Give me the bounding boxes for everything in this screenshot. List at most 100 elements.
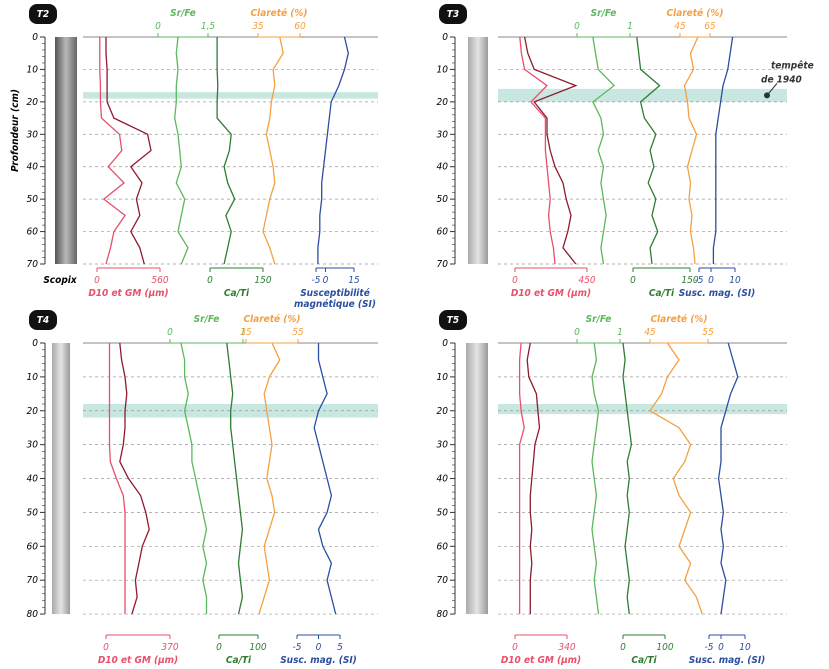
profile-line [518,342,525,615]
y-tick-label: 20 [437,406,449,417]
annotation: de 1940 [761,74,802,85]
x-tick-label: 0 [708,275,714,286]
y-tick-label: 50 [437,194,449,205]
x-tick-label: 65 [704,21,716,32]
title-badge [439,310,467,330]
track-label: Clareté (%) [250,7,307,19]
x-tick-label: 100 [656,642,673,653]
y-tick-label: 60 [437,227,449,238]
y-tick-label: 30 [437,440,449,451]
profile-line [119,342,150,615]
x-tick-label: 1 [627,21,633,32]
x-tick-label: 1 [617,327,623,338]
profile-line [526,342,541,615]
x-tick-label: 45 [674,21,686,32]
x-tick-label: 0 [512,642,518,653]
x-tick-label: 450 [578,275,595,286]
core-image [52,343,70,615]
profile-line [226,342,244,615]
x-tick-label: 55 [292,327,304,338]
y-tick-label: 0 [32,338,38,349]
y-tick-label: 70 [437,259,449,270]
y-tick-label: 0 [442,338,448,349]
panel-title: T5 [447,315,459,326]
track-label: Sr/Fe [586,314,612,325]
track-label: Susc. mag. (SI) [689,655,766,666]
y-tick-label: 0 [442,32,448,43]
x-tick-label: 100 [249,642,266,653]
profile-line [592,36,616,265]
track-label: Ca/Ti [631,655,657,666]
x-tick-label: 0 [207,275,213,286]
x-tick-label: 1,5 [201,21,216,32]
y-tick-label: 60 [27,227,39,238]
x-tick-label: 0 [155,21,161,32]
y-tick-label: 70 [27,575,39,586]
core-image [55,37,77,264]
y-tick-label: 0 [32,32,38,43]
profile-line [99,37,126,265]
y-tick-label: 60 [437,541,449,552]
x-tick-label: 0 [94,275,100,286]
x-tick-label: 0 [167,327,173,338]
x-tick-label: 0 [323,275,329,286]
track-label: Ca/Ti [649,288,675,299]
track-label: D10 et GM (µm) [88,288,168,299]
x-tick-label: 15 [348,275,360,286]
x-tick-label: -5 [312,275,321,286]
x-tick-label: 0 [574,327,580,338]
storm-band [498,403,787,415]
profile-line [108,343,126,615]
x-tick-label: -5 [705,642,714,653]
x-tick-label: 45 [644,327,656,338]
profile-line [591,342,600,615]
track-label: Sr/Fe [591,8,617,19]
y-tick-label: 80 [27,609,39,620]
track-label: Susceptibilité [300,287,370,299]
track-label: magnétique (SI) [294,298,376,310]
core-image [466,343,488,615]
y-tick-label: 60 [27,541,39,552]
x-tick-label: 60 [294,21,306,32]
title-badge [29,4,57,24]
y-tick-label: 10 [27,372,39,383]
track-label: Sr/Fe [194,314,220,325]
y-tick-label: 40 [437,474,449,485]
x-tick-label: 0 [718,642,724,653]
y-tick-label: 40 [437,162,449,173]
y-tick-label: 70 [437,575,449,586]
x-tick-label: 370 [161,642,178,653]
y-tick-label: 30 [27,129,39,140]
y-axis-label: Profondeur (cm) [10,89,21,172]
x-tick-label: 0 [103,642,109,653]
x-tick-label: 0 [216,642,222,653]
profile-line [523,36,578,265]
core-label: Scopix [43,275,78,286]
y-tick-label: 10 [437,372,449,383]
track-label: Susc. mag. (SI) [679,288,756,299]
y-tick-label: 10 [437,64,449,75]
title-badge [439,4,467,24]
track-label: Sr/Fe [170,8,196,19]
x-tick-label: 1 [240,327,246,338]
x-tick-label: 560 [151,275,168,286]
profile-line [258,342,281,615]
y-tick-label: 30 [437,129,449,140]
storm-band [83,92,378,99]
track-label: Clareté (%) [243,313,300,325]
x-tick-label: 150 [254,275,271,286]
storm-band [498,88,787,102]
x-tick-label: -5 [293,642,302,653]
annotation: tempête [771,59,814,71]
y-tick-label: 30 [27,440,39,451]
profile-line [717,342,739,615]
y-tick-label: 50 [27,507,39,518]
y-tick-label: 50 [27,194,39,205]
x-tick-label: 150 [681,275,698,286]
x-tick-label: 5 [337,642,343,653]
panel-title: T2 [37,9,49,20]
profile-line [262,36,284,265]
x-tick-label: 10 [729,275,741,286]
y-tick-label: 80 [437,609,449,620]
profile-line [180,342,208,615]
